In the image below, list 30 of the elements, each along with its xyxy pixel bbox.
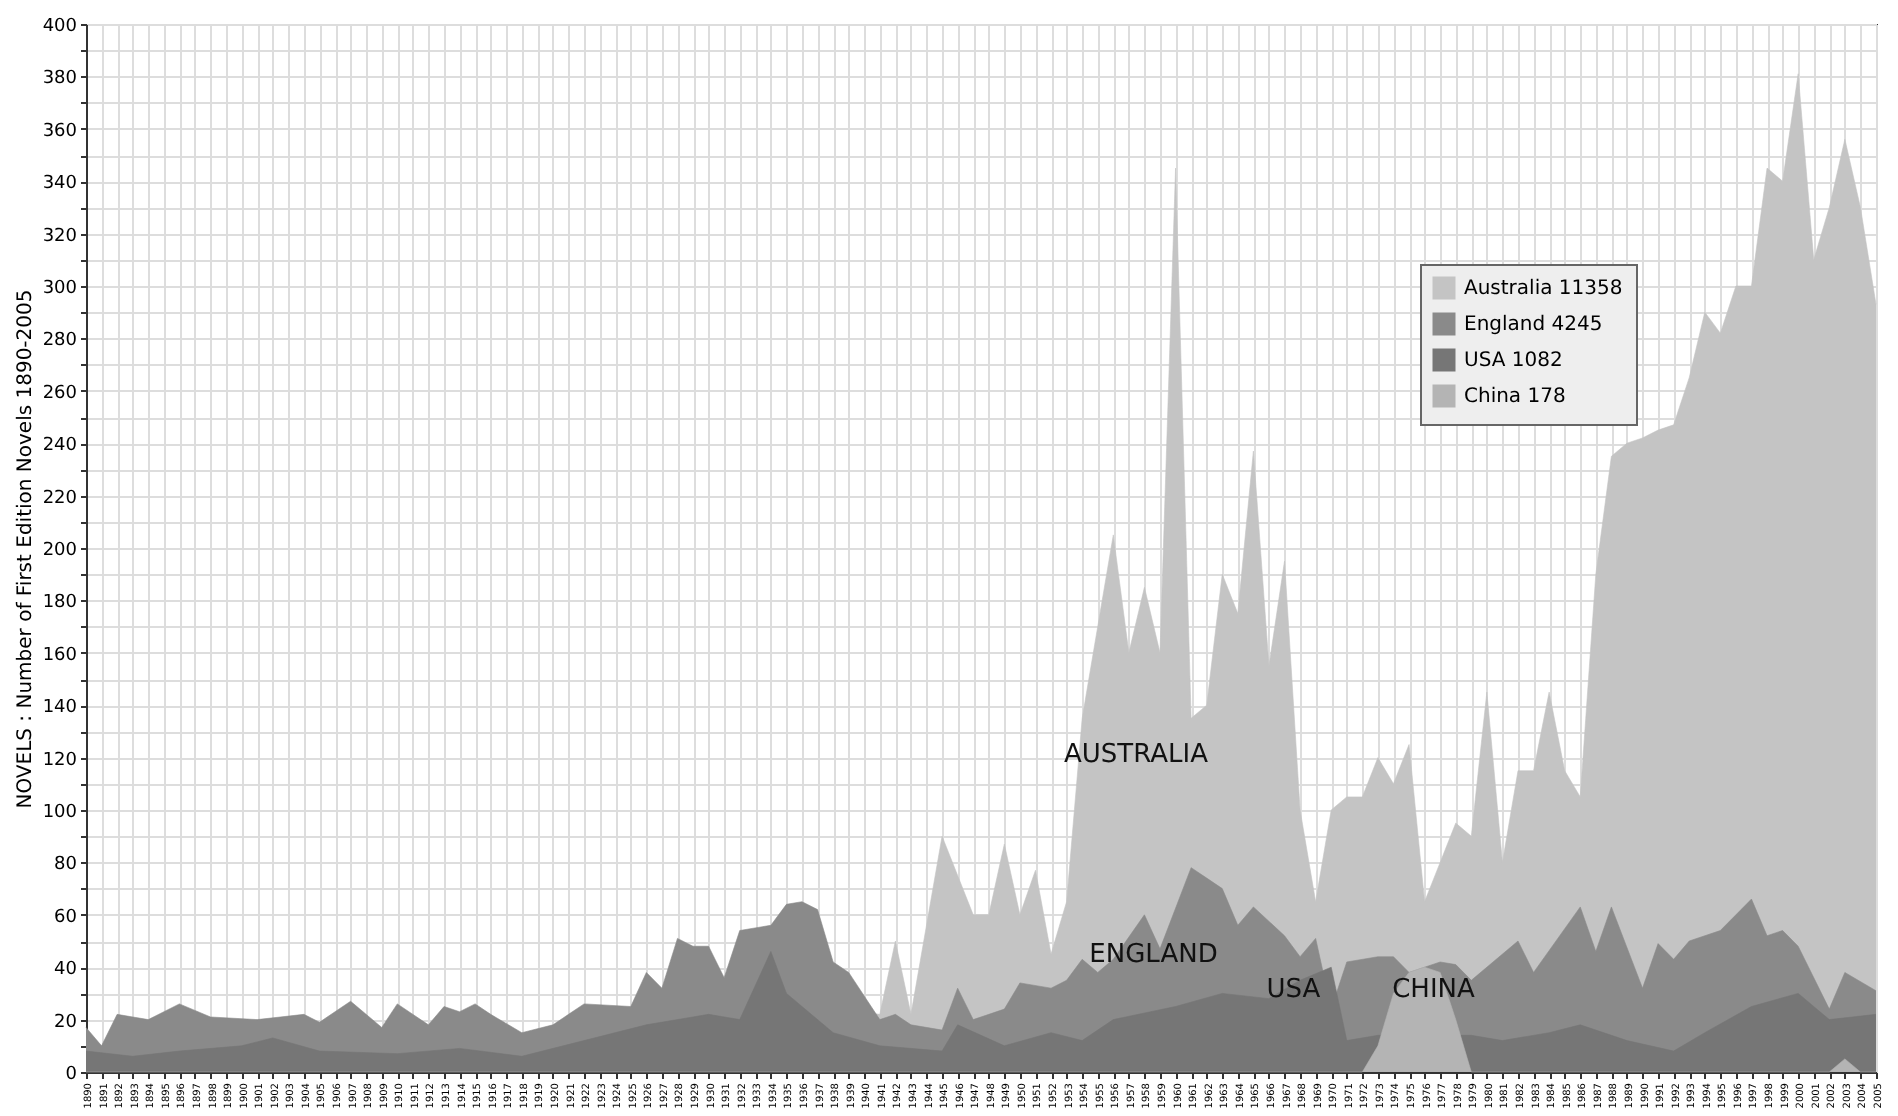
y-tick-label: 160 [42, 645, 78, 666]
y-tick-label: 180 [42, 593, 78, 614]
y-axis-title: NOVELS : Number of First Edition Novels 1890-2005 [14, 289, 37, 809]
y-tick-label: 300 [42, 279, 78, 299]
y-tick-label: 320 [42, 226, 78, 247]
y-tick-label: 360 [42, 121, 78, 142]
y-tick-label: 0 [65, 1065, 78, 1085]
y-tick-label: 200 [42, 541, 78, 561]
annotation: CHINA [1392, 975, 1476, 1005]
y-tick-label: 100 [42, 803, 78, 823]
y-tick-label: 40 [54, 960, 78, 981]
y-tick-label: 260 [42, 383, 78, 404]
y-tick-label: 380 [42, 69, 78, 90]
y-tick-label: 340 [42, 174, 78, 195]
legend-label: USA 1082 [1464, 350, 1563, 372]
y-tick-label: 120 [42, 750, 78, 771]
y-tick-label: 80 [54, 855, 78, 876]
y-tick-label: 240 [42, 436, 78, 457]
y-tick-label: 20 [54, 1012, 78, 1033]
legend-label: China 178 [1464, 386, 1566, 408]
annotation: AUSTRALIA [1064, 740, 1209, 770]
annotation: ENGLAND [1089, 940, 1218, 970]
y-tick-label: 140 [42, 698, 78, 719]
legend-label: Australia 11358 [1464, 278, 1623, 300]
y-tick-label: 280 [42, 331, 78, 352]
y-tick-label: 60 [54, 907, 78, 928]
y-tick-label: 400 [42, 17, 78, 37]
y-tick-label: 220 [42, 488, 78, 509]
annotation: USA [1266, 975, 1321, 1005]
legend-label: England 4245 [1464, 314, 1603, 336]
